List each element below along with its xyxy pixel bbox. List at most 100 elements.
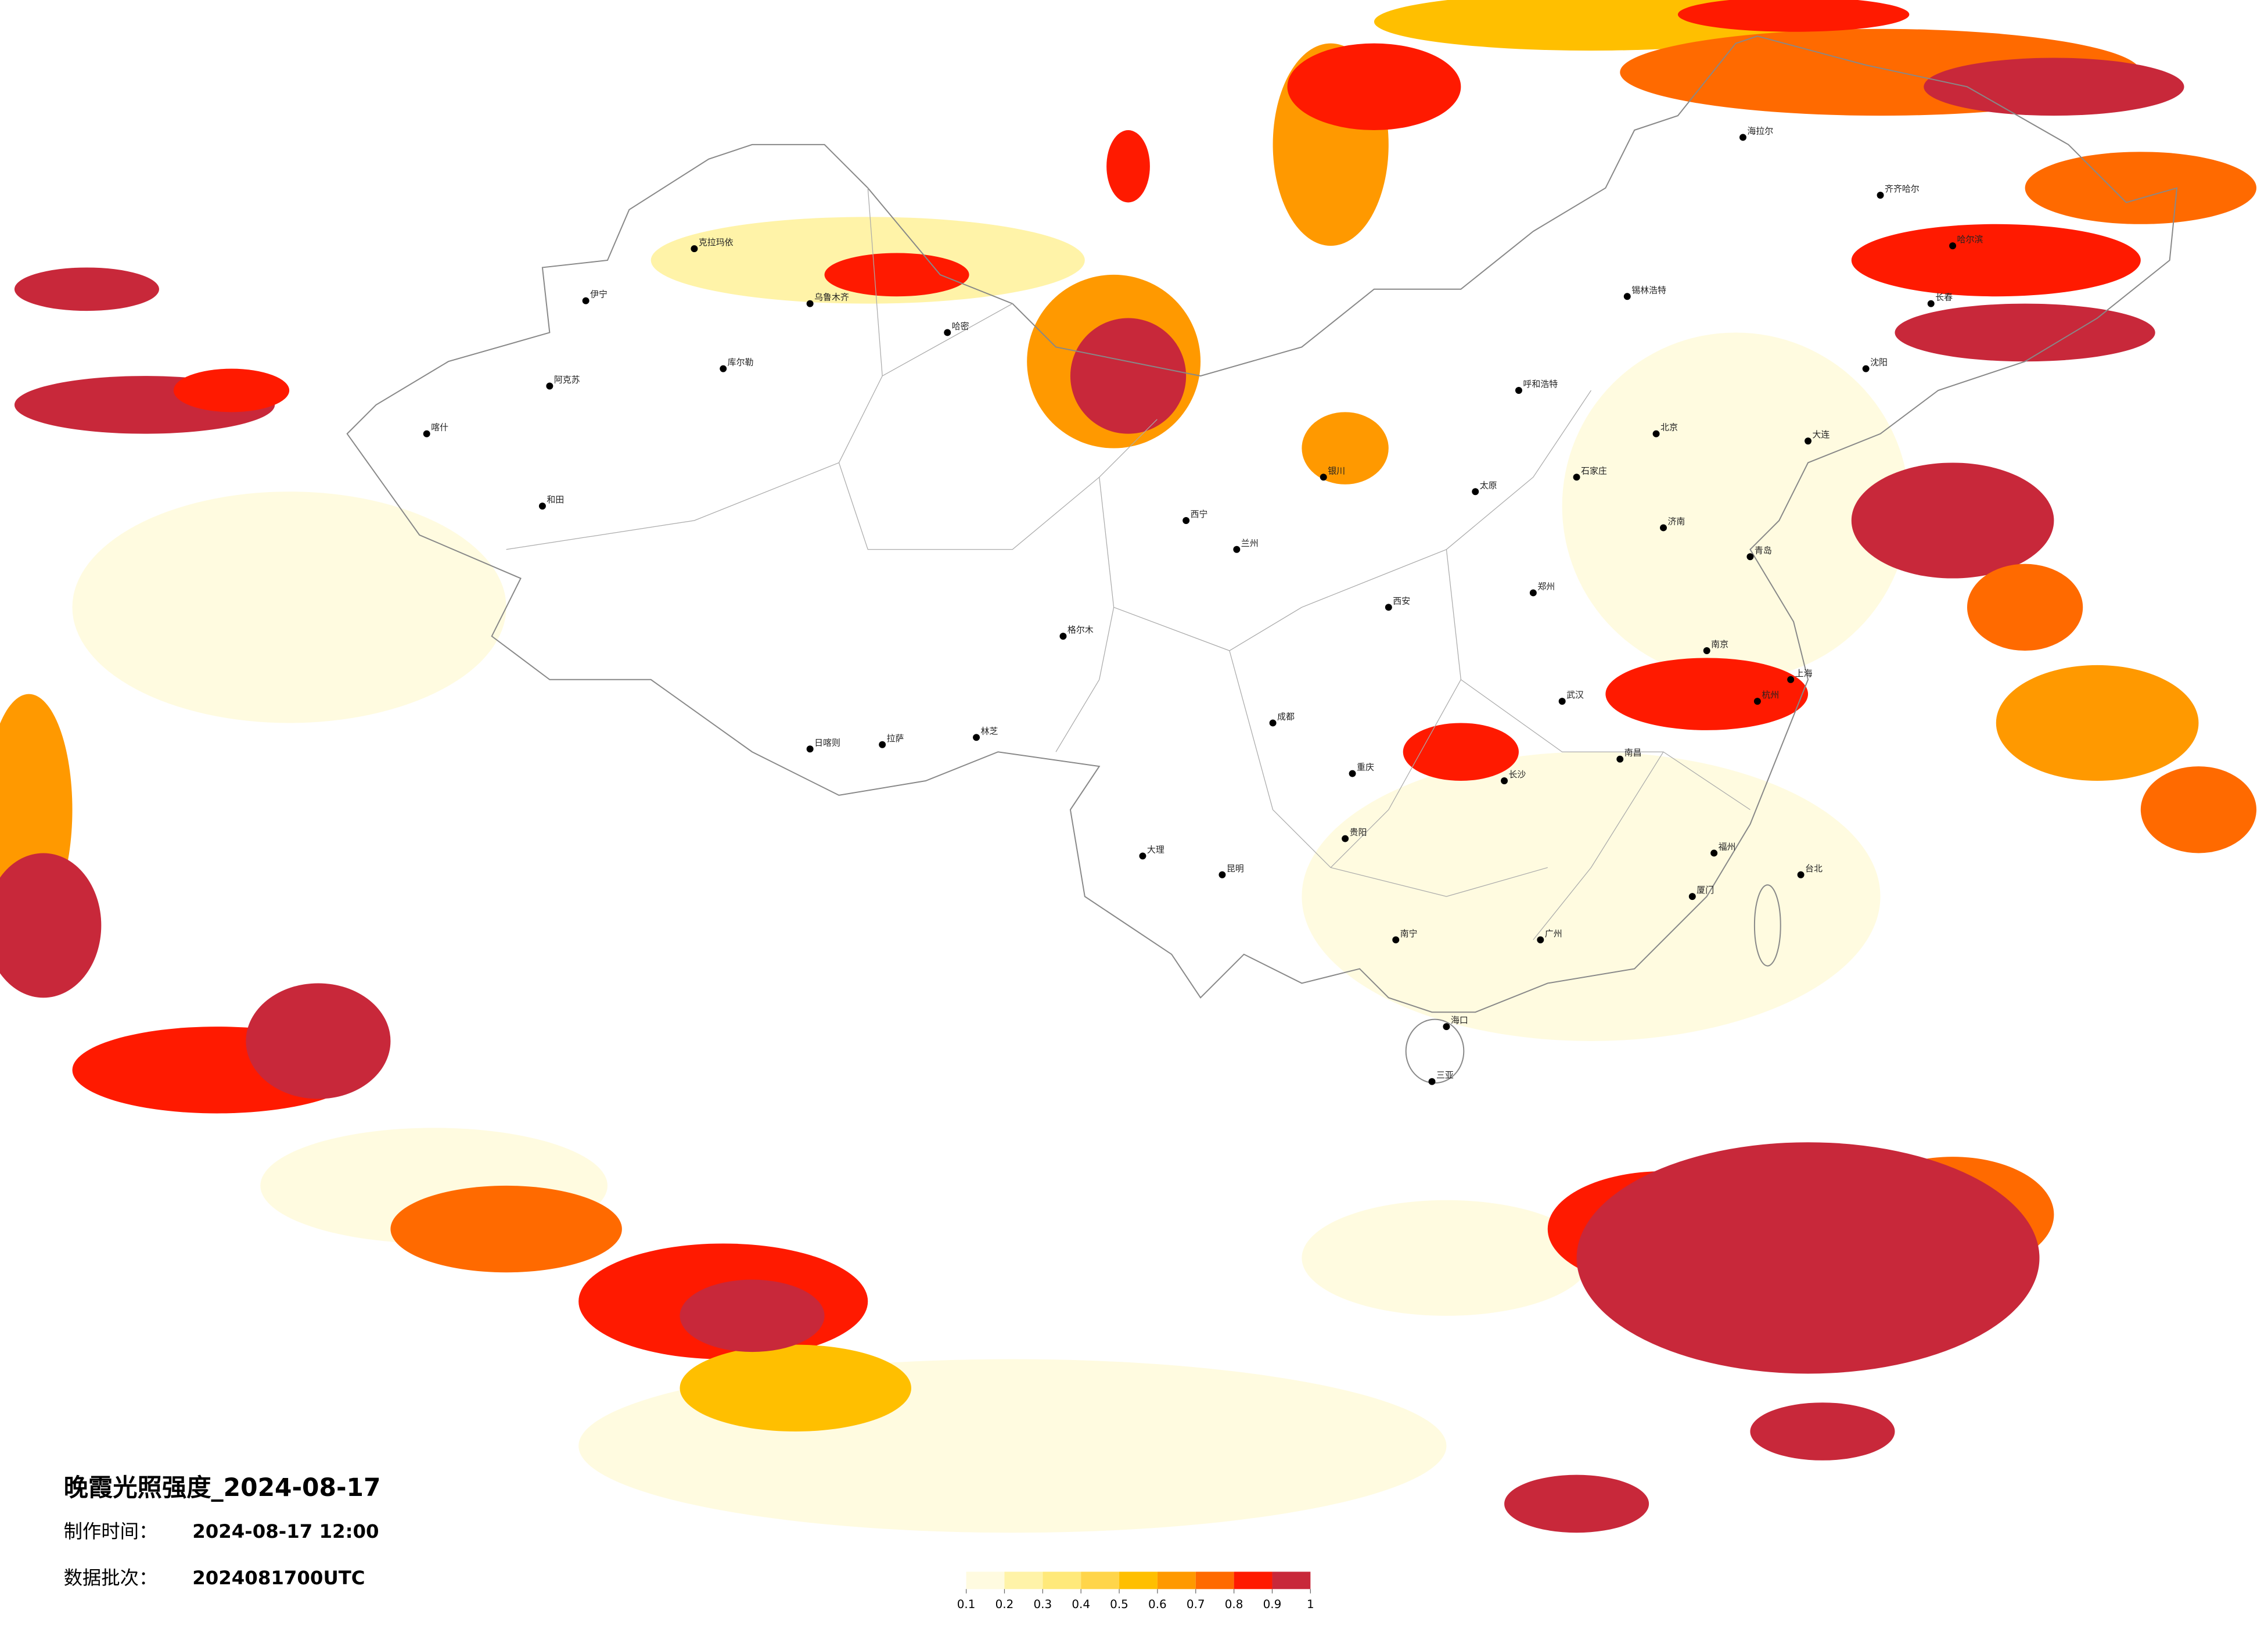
- heat-patch: [680, 1344, 911, 1431]
- city-label: 郑州: [1537, 581, 1555, 591]
- batch-value: 2024081700UTC: [192, 1567, 365, 1589]
- heat-patch: [1403, 723, 1519, 781]
- colorbar-label: 0.3: [1033, 1598, 1052, 1611]
- city-dot: [546, 382, 553, 390]
- city-dot: [1660, 524, 1667, 532]
- heat-patch: [1851, 462, 2054, 579]
- city-label: 长沙: [1509, 769, 1526, 780]
- city-dot: [1182, 517, 1190, 524]
- city-dot: [1787, 676, 1795, 683]
- heat-patch: [1504, 1474, 1649, 1533]
- city-label: 大理: [1147, 844, 1164, 855]
- city-dot: [1927, 300, 1935, 307]
- city-dot: [1862, 365, 1870, 372]
- city-dot: [1797, 871, 1805, 878]
- city-label: 伊宁: [590, 289, 608, 300]
- city-dot: [1320, 473, 1327, 481]
- city-dot: [879, 741, 886, 748]
- heat-patch: [1967, 564, 2083, 651]
- city-label: 沈阳: [1870, 357, 1888, 368]
- city-label: 阿克苏: [554, 375, 580, 385]
- city-label: 南宁: [1400, 928, 1418, 939]
- city-dot: [1342, 835, 1349, 842]
- city-dot: [1739, 134, 1746, 141]
- city-dot: [1652, 430, 1660, 437]
- heat-patch: [14, 267, 159, 311]
- heat-patch: [1576, 1142, 2040, 1374]
- city-label: 北京: [1660, 422, 1678, 433]
- heat-patch: [1302, 1200, 1591, 1316]
- city-dot: [1558, 698, 1566, 705]
- heat-patch: [824, 253, 969, 297]
- china-boundary: [346, 35, 2178, 1013]
- colorbar-label: 0.4: [1072, 1598, 1090, 1611]
- city-dot: [1573, 473, 1580, 481]
- city-label: 昆明: [1227, 863, 1244, 874]
- city-label: 海拉尔: [1747, 125, 1773, 136]
- heat-patch: [1996, 665, 2199, 781]
- city-label: 兰州: [1241, 538, 1259, 548]
- heat-patch: [1605, 658, 1809, 730]
- city-dot: [1443, 1023, 1450, 1031]
- city-label: 林芝: [981, 726, 998, 736]
- city-label: 重庆: [1357, 762, 1374, 773]
- city-dot: [691, 245, 698, 253]
- city-dot: [944, 329, 951, 336]
- city-label: 杭州: [1762, 690, 1779, 700]
- city-dot: [1385, 604, 1392, 611]
- city-label: 库尔勒: [728, 357, 754, 368]
- city-label: 海口: [1451, 1015, 1468, 1025]
- city-dot: [1537, 936, 1544, 943]
- colorbar-swatch: [1157, 1571, 1196, 1589]
- map-title: 晚霞光照强度_2024-08-17: [64, 1473, 381, 1502]
- colorbar-label: 0.6: [1148, 1598, 1167, 1611]
- city-label: 福州: [1719, 841, 1736, 852]
- heat-patch: [1302, 412, 1389, 485]
- city-label: 上海: [1795, 668, 1813, 679]
- city-dot: [1746, 553, 1754, 561]
- city-label: 台北: [1805, 863, 1823, 874]
- heat-patch: [246, 983, 391, 1099]
- city-dot: [806, 745, 814, 753]
- heat-patch: [2140, 766, 2257, 853]
- colorbar-swatch: [1004, 1571, 1043, 1589]
- city-dot: [1515, 387, 1522, 394]
- heat-patch: [680, 1279, 825, 1352]
- batch-label: 数据批次：: [64, 1567, 158, 1589]
- city-label: 格尔木: [1067, 625, 1094, 635]
- city-dot: [1501, 777, 1508, 784]
- city-label: 喀什: [431, 422, 448, 433]
- city-label: 呼和浩特: [1523, 379, 1558, 389]
- colorbar-swatch: [1195, 1571, 1234, 1589]
- city-label: 南京: [1711, 639, 1728, 650]
- city-dot: [806, 300, 814, 307]
- heat-patch: [2025, 152, 2257, 224]
- city-dot: [1233, 546, 1241, 553]
- city-dot: [1472, 488, 1479, 496]
- city-label: 武汉: [1566, 690, 1584, 700]
- city-dot: [1805, 437, 1812, 445]
- colorbar-swatch: [1043, 1571, 1081, 1589]
- colorbar-swatch: [1081, 1571, 1120, 1589]
- city-dot: [720, 365, 727, 372]
- city-label: 三亚: [1436, 1070, 1454, 1081]
- city-dot: [538, 503, 546, 510]
- city-dot: [1529, 589, 1537, 597]
- city-dot: [1219, 871, 1226, 878]
- colorbar-label: 1: [1307, 1598, 1314, 1611]
- city-dot: [1616, 755, 1624, 763]
- city-label: 南昌: [1624, 748, 1642, 758]
- heat-patch: [1106, 130, 1150, 203]
- city-dot: [1392, 936, 1400, 943]
- city-dot: [1349, 770, 1356, 777]
- city-dot: [582, 297, 590, 304]
- city-label: 西宁: [1191, 509, 1208, 519]
- city-dot: [423, 430, 430, 437]
- city-label: 成都: [1277, 711, 1295, 722]
- city-dot: [1703, 647, 1710, 654]
- heat-patch: [173, 368, 290, 412]
- city-label: 贵阳: [1350, 827, 1367, 838]
- city-dot: [1139, 852, 1146, 860]
- city-label: 石家庄: [1581, 465, 1607, 476]
